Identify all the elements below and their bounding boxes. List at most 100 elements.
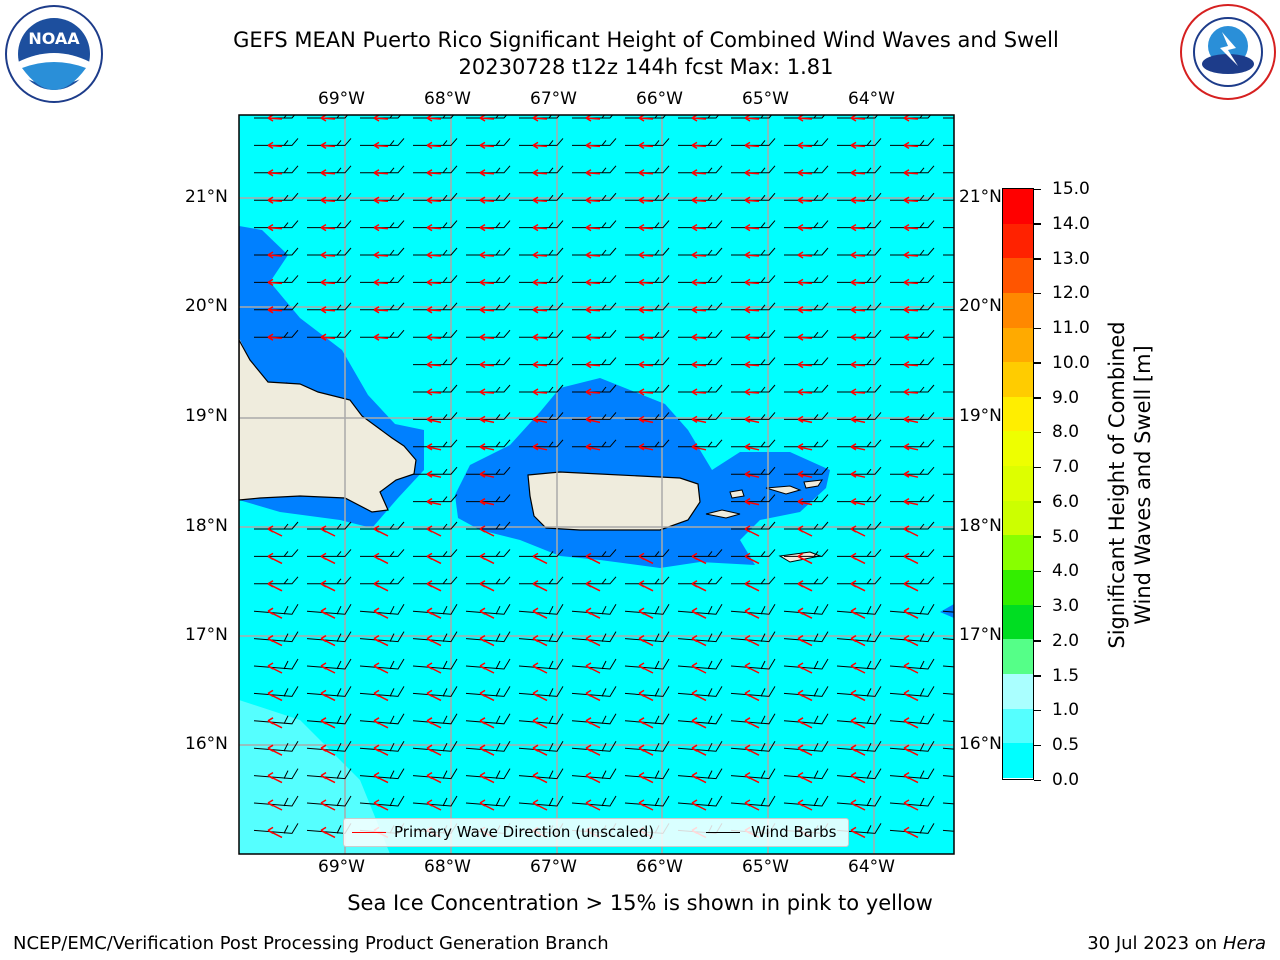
wind-barb	[254, 275, 299, 283]
wind-barb	[359, 795, 405, 807]
wind-barb	[730, 686, 776, 697]
wave-direction-arrow	[426, 689, 442, 702]
colorbar-segment	[1003, 673, 1033, 709]
wind-barb	[890, 357, 935, 366]
wind-barb	[624, 795, 670, 807]
wind-barb	[359, 686, 405, 697]
wave-direction-arrow	[320, 251, 336, 259]
wind-barb	[625, 247, 670, 256]
wind-barb	[836, 740, 882, 752]
footer-host: Hera	[1222, 933, 1266, 954]
wind-barb	[412, 795, 458, 807]
wave-direction-arrow	[426, 360, 442, 369]
wave-direction-legend-line	[352, 832, 386, 833]
wave-direction-arrow	[691, 443, 707, 451]
wind-barb	[678, 275, 723, 283]
wind-barb	[466, 220, 511, 229]
wind-barb	[730, 603, 776, 615]
wind-barb	[413, 329, 458, 338]
wind-barb	[730, 658, 776, 670]
wind-barb	[890, 384, 935, 393]
wind-barb	[625, 302, 670, 311]
wind-barb	[253, 713, 299, 725]
culebra-land	[729, 489, 745, 499]
wind-barb	[625, 412, 670, 420]
vieques-land	[705, 509, 741, 519]
wave-direction-arrow	[744, 278, 760, 287]
wind-barb	[783, 631, 829, 643]
wave-direction-arrow	[373, 278, 389, 287]
wave-direction-arrow	[797, 223, 813, 232]
wind-barb	[413, 138, 458, 146]
wave-direction-arrow	[638, 169, 654, 177]
wave-direction-arrow	[850, 799, 866, 811]
wave-direction-arrow	[957, 115, 971, 121]
wind-barb	[783, 603, 829, 615]
wave-direction-arrow	[850, 826, 866, 839]
wave-direction-arrow	[903, 771, 919, 784]
wind-barb	[572, 412, 617, 420]
wave-direction-arrow	[957, 690, 971, 700]
wave-direction-arrow	[850, 744, 866, 756]
colorbar-segment	[1003, 327, 1033, 363]
wave-direction-arrow	[267, 552, 283, 565]
wind-barb	[571, 658, 617, 670]
wind-barb	[466, 521, 511, 530]
wave-direction-arrow	[267, 717, 283, 729]
colorbar-segment	[1003, 466, 1033, 501]
wind-barb	[890, 138, 935, 146]
wave-direction-arrow	[957, 471, 971, 477]
lon-label-bottom: 66°W	[636, 857, 683, 877]
wind-barb	[784, 302, 829, 311]
wind-barb	[465, 795, 511, 807]
wave-direction-arrow	[373, 196, 389, 204]
wave-direction-arrow	[744, 333, 760, 341]
wave-direction-arrow	[373, 634, 389, 647]
wind-barb	[412, 603, 458, 615]
colorbar-segment	[1003, 292, 1033, 328]
colorbar-segment	[1003, 258, 1033, 293]
wave-direction-arrow	[532, 196, 548, 204]
wave-direction-arrow	[850, 443, 866, 451]
wave-direction-arrow	[638, 580, 654, 592]
wind-barb	[519, 165, 564, 174]
wave-direction-arrow	[638, 552, 654, 565]
wind-barb	[413, 165, 458, 174]
wave-direction-arrow	[479, 360, 495, 369]
wind-barb	[307, 138, 352, 146]
wind-barb	[890, 165, 935, 174]
wind-barb-legend-line	[706, 832, 740, 833]
wave-direction-arrow	[797, 580, 813, 592]
wave-direction-arrow	[903, 278, 919, 287]
wave-direction-arrow	[532, 306, 548, 314]
wave-direction-arrow	[744, 169, 760, 177]
wave-direction-arrow	[320, 689, 336, 702]
wind-barb	[784, 439, 829, 448]
wave-direction-arrow	[373, 744, 389, 756]
lat-label-right: 21°N	[959, 187, 1002, 207]
wind-barb	[413, 412, 458, 420]
wave-direction-arrow	[585, 306, 601, 314]
wave-direction-arrow	[585, 278, 601, 287]
wave-direction-arrow	[320, 306, 336, 314]
wind-barb	[731, 576, 776, 585]
wave-direction-arrow	[426, 169, 442, 177]
wave-direction-arrow	[691, 689, 707, 702]
wind-barb	[836, 686, 882, 697]
wave-direction-arrow	[638, 415, 654, 424]
wave-direction-arrow	[744, 443, 760, 451]
colorbar-tick-mark	[1034, 258, 1041, 260]
wind-barb	[837, 494, 882, 503]
wave-direction-arrow	[320, 662, 336, 674]
wave-direction-arrow	[797, 196, 813, 204]
wave-direction-arrow	[320, 333, 336, 341]
wave-direction-arrow	[744, 497, 760, 506]
wind-barb	[677, 686, 723, 697]
wave-direction-arrow	[320, 799, 336, 811]
wave-direction-arrow	[744, 306, 760, 314]
wave-direction-arrow	[426, 552, 442, 565]
wave-direction-arrow	[532, 388, 548, 396]
wave-direction-arrow	[797, 552, 813, 565]
wind-barb	[572, 329, 617, 338]
